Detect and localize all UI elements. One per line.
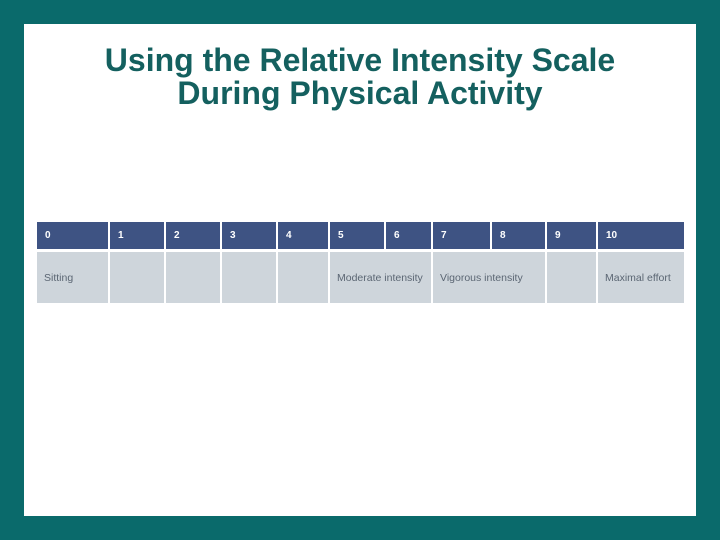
- scale-label-sitting: Sitting: [37, 252, 108, 303]
- scale-header-cell-9: 9: [547, 222, 596, 249]
- scale-header-cell-2: 2: [166, 222, 220, 249]
- scale-cell-empty-9: [547, 252, 596, 303]
- scale-cell-empty-4: [278, 252, 328, 303]
- scale-header-cell-7: 7: [433, 222, 490, 249]
- scale-header-cell-4: 4: [278, 222, 328, 249]
- scale-header-cell-10: 10: [598, 222, 684, 249]
- scale-cell-empty-3: [222, 252, 276, 303]
- relative-intensity-scale-table: 0 1 2 3 4 5 6 7 8 9 10 Sitting Moderate …: [37, 222, 684, 303]
- scale-header-cell-3: 3: [222, 222, 276, 249]
- scale-label-moderate-intensity: Moderate intensity: [330, 252, 431, 303]
- page-title-line-2: During Physical Activity: [177, 75, 543, 111]
- scale-header-cell-0: 0: [37, 222, 108, 249]
- scale-cell-empty-1: [110, 252, 164, 303]
- scale-label-vigorous-intensity: Vigorous intensity: [433, 252, 545, 303]
- scale-header-cell-8: 8: [492, 222, 545, 249]
- scale-header-cell-6: 6: [386, 222, 431, 249]
- scale-header-cell-1: 1: [110, 222, 164, 249]
- scale-cell-empty-2: [166, 252, 220, 303]
- slide: Using the Relative Intensity Scale Durin…: [24, 24, 696, 516]
- scale-header-cell-5: 5: [330, 222, 384, 249]
- scale-label-maximal-effort: Maximal effort: [598, 252, 684, 303]
- page-title-line-1: Using the Relative Intensity Scale: [104, 42, 616, 78]
- page-title: Using the Relative Intensity Scale Durin…: [24, 24, 696, 110]
